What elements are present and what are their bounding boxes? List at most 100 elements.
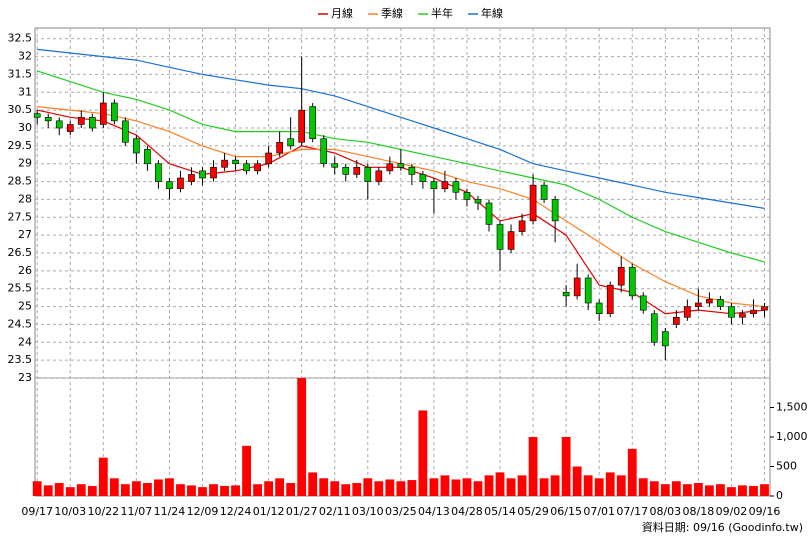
volume-bar: [671, 481, 681, 496]
legend-label: 年線: [481, 6, 503, 20]
candle-body: [706, 299, 713, 304]
candle-body: [188, 174, 195, 182]
y-tick-label: 28: [18, 192, 32, 205]
y-tick-label: 30: [18, 121, 32, 134]
y2-tick-label: 1,000: [776, 430, 808, 443]
candle-body: [221, 159, 228, 168]
volume-bar: [76, 484, 86, 496]
volume-bar: [120, 484, 130, 496]
volume-bar: [583, 475, 593, 496]
candle-body: [551, 199, 559, 222]
candle-body: [33, 113, 41, 118]
volume-bar: [506, 478, 516, 496]
candle-body: [562, 291, 570, 297]
candle-body: [133, 138, 140, 154]
volume-bar: [528, 437, 538, 496]
volume-bar: [242, 445, 251, 496]
y-tick-label: 25.5: [8, 282, 33, 295]
x-tick-label: 08/18: [683, 505, 715, 518]
volume-bar: [319, 478, 329, 496]
y-tick-label: 31: [18, 85, 32, 98]
volume-bar: [627, 448, 637, 496]
ma-line: [37, 48, 765, 209]
x-tick-label: 04/28: [451, 505, 483, 518]
candle-body: [584, 277, 592, 304]
volume-bar: [154, 479, 163, 496]
candle-body: [474, 199, 482, 204]
candle-body: [364, 166, 372, 182]
legend-label: 月線: [331, 6, 353, 20]
y-tick-label: 30.5: [8, 103, 33, 116]
candle-body: [761, 306, 768, 311]
candle-body: [265, 152, 272, 165]
volume-bar: [98, 457, 108, 496]
candle-body: [529, 184, 537, 222]
volume-bar: [209, 484, 218, 496]
candle-body: [518, 220, 526, 232]
volume-bar: [396, 481, 406, 496]
x-tick-label: 07/17: [616, 505, 648, 518]
candle-body: [77, 116, 85, 125]
volume-bar: [484, 475, 494, 496]
volume-bar: [264, 481, 274, 496]
ma-line: [37, 70, 765, 263]
candle-body: [408, 166, 416, 175]
x-tick-label: 12/09: [187, 505, 219, 518]
legend-label: 季線: [381, 6, 403, 20]
volume-bar: [275, 478, 285, 496]
candle-body: [661, 331, 669, 347]
volume-bar: [616, 475, 626, 496]
x-tick-label: 04/13: [418, 505, 450, 518]
y-tick-label: 28.5: [8, 175, 33, 188]
candle-body: [628, 266, 636, 297]
candle-body: [254, 163, 261, 172]
candle-body: [386, 163, 394, 172]
x-tick-label: 03/25: [385, 505, 417, 518]
volume-bar: [594, 478, 604, 496]
candle-body: [144, 149, 151, 165]
y2-tick-label: 500: [776, 460, 797, 473]
candle-body: [166, 181, 173, 190]
volume-bar: [352, 483, 362, 496]
volume-bar: [308, 472, 318, 496]
volume-bar: [165, 478, 174, 496]
y-tick-label: 29: [18, 157, 32, 170]
volume-bar: [539, 478, 549, 496]
volume-bar: [682, 484, 692, 496]
volume-bar: [142, 483, 152, 496]
plot-frame: [34, 27, 771, 497]
candle-body: [210, 166, 217, 179]
candle-body: [750, 309, 757, 315]
candle-body: [430, 181, 438, 190]
x-tick-label: 03/10: [352, 505, 384, 518]
x-tick-label: 01/12: [253, 505, 285, 518]
volume-bar: [605, 472, 615, 496]
y-tick-label: 23: [18, 371, 32, 384]
x-tick-label: 05/14: [484, 505, 516, 518]
volume-bar: [385, 479, 395, 496]
y-tick-label: 26.5: [8, 246, 33, 259]
candle-body: [419, 174, 427, 182]
candle-body: [309, 106, 317, 140]
y-tick-label: 27: [18, 228, 32, 241]
candle-body: [99, 102, 107, 125]
candle-body: [573, 277, 581, 297]
volume-bar: [176, 484, 185, 496]
volume-bar: [87, 485, 97, 496]
candle-body: [739, 313, 746, 318]
candle-body: [320, 138, 328, 165]
volume-bar: [462, 478, 472, 496]
x-tick-label: 06/15: [550, 505, 582, 518]
candle-body: [496, 224, 504, 250]
candle-body: [397, 163, 405, 168]
volume-bar: [429, 478, 439, 496]
candle-body: [695, 302, 702, 307]
candle-body: [452, 181, 460, 193]
candle-body: [485, 202, 493, 225]
candle-body: [177, 177, 184, 190]
x-tick-label: 10/22: [87, 505, 119, 518]
candle-body: [684, 306, 691, 318]
volume-bar: [109, 478, 119, 496]
y-tick-label: 24.5: [8, 317, 33, 330]
